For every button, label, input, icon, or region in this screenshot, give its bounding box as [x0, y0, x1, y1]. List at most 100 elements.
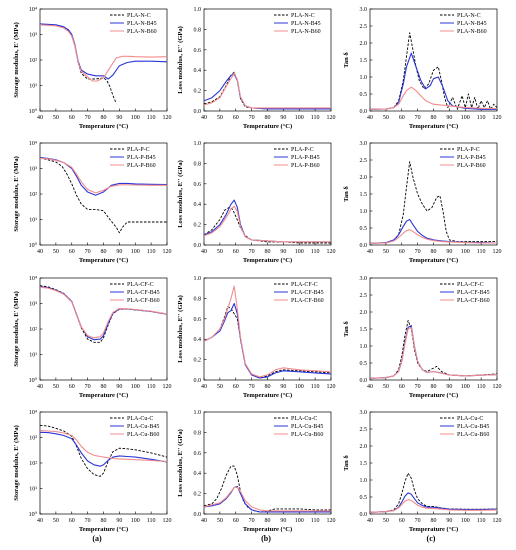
x-tick-label: 70 [415, 518, 421, 524]
x-axis-label: Temperature (°C) [243, 257, 292, 264]
x-tick-label: 100 [461, 384, 470, 390]
series-line-pla-cu-b45 [370, 492, 497, 513]
x-tick-label: 80 [101, 518, 107, 524]
x-tick-label: 90 [446, 518, 452, 524]
legend-label: PLA-Cu-B60 [291, 432, 323, 438]
y-tick-label: 10² [29, 327, 37, 333]
x-tick-label: 120 [327, 518, 336, 524]
x-tick-label: 100 [131, 115, 140, 121]
x-tick-label: 50 [53, 384, 59, 390]
y-tick-label: 1.0 [194, 7, 202, 13]
x-axis-label: Temperature (°C) [79, 123, 128, 130]
x-tick-label: 120 [163, 249, 172, 255]
y-tick-label: 2.5 [360, 427, 368, 433]
x-tick-label: 110 [311, 249, 320, 255]
y-tick-label: 0.5 [360, 361, 368, 367]
legend-label: PLA-Cu-B45 [127, 424, 159, 430]
legend-label: PLA-P-C [127, 147, 150, 153]
x-tick-label: 50 [383, 115, 389, 121]
y-tick-label: 0.2 [194, 358, 202, 364]
series-group [40, 424, 167, 477]
x-tick-label: 110 [477, 518, 486, 524]
series-group [370, 320, 497, 379]
legend-label: PLA-N-B60 [291, 29, 321, 35]
y-tick-label: 0.4 [194, 337, 202, 343]
x-tick-label: 80 [101, 115, 107, 121]
x-tick-label: 110 [477, 115, 486, 121]
y-tick-label: 10⁰ [29, 108, 38, 115]
series-group [204, 285, 331, 379]
y-tick-label: 0.0 [360, 378, 368, 384]
legend-label: PLA-CF-C [291, 282, 318, 288]
y-tick-label: 2.5 [360, 158, 368, 164]
x-tick-label: 70 [85, 249, 91, 255]
x-tick-label: 50 [53, 518, 59, 524]
y-tick-label: 10¹ [29, 487, 37, 493]
legend-label: PLA-CF-B45 [291, 290, 324, 296]
x-tick-label: 60 [233, 384, 239, 390]
panel-3-1: 40 50 60 70 80 90 100 110 120 10⁰ 10¹ 10² 10³ 10⁴ Temp… [13, 276, 172, 399]
legend-label: PLA-Cu-B60 [127, 432, 159, 438]
x-tick-label: 70 [415, 384, 421, 390]
y-tick-label: 0.8 [194, 296, 202, 302]
y-axis-label: Tan δ [343, 52, 350, 68]
y-axis-label: Tan δ [343, 321, 350, 337]
series-line-pla-cu-c [40, 424, 167, 477]
x-tick-label: 120 [327, 115, 336, 121]
legend-label: PLA-P-C [457, 147, 480, 153]
y-tick-label: 0.2 [194, 492, 202, 498]
y-tick-label: 0.0 [194, 109, 202, 115]
x-tick-label: 70 [415, 249, 421, 255]
x-tick-label: 50 [217, 384, 223, 390]
series-group [370, 161, 497, 244]
legend-label: PLA-Cu-C [127, 416, 153, 422]
y-axis-label: Loss modulus, E'' (GPa) [177, 429, 184, 497]
panel-1-3: 40 50 60 70 80 90 100 110 120 0.0 0.5 1.0 1.5 2.0 2.5 3… [343, 7, 502, 130]
x-tick-label: 120 [327, 384, 336, 390]
series-line-pla-p-c [40, 157, 167, 234]
series-group [370, 32, 497, 110]
legend: PLA-CF-C PLA-CF-B45 PLA-CF-B60 [440, 282, 490, 304]
x-tick-label: 90 [116, 249, 122, 255]
x-tick-label: 40 [367, 384, 373, 390]
x-tick-label: 80 [431, 115, 437, 121]
y-tick-label: 10² [29, 58, 37, 64]
x-tick-label: 60 [399, 384, 405, 390]
x-tick-label: 60 [69, 384, 75, 390]
x-tick-label: 80 [265, 249, 271, 255]
series-group [40, 156, 167, 234]
legend: PLA-P-C PLA-P-B45 PLA-P-B60 [440, 147, 486, 169]
series-line-pla-cf-b60 [370, 326, 497, 379]
x-tick-label: 70 [249, 384, 255, 390]
y-tick-label: 3.0 [360, 410, 368, 416]
x-tick-label: 40 [201, 518, 207, 524]
x-tick-label: 90 [280, 115, 286, 121]
x-axis-label: Temperature (°C) [79, 257, 128, 264]
panel-3-3: 40 50 60 70 80 90 100 110 120 0.0 0.5 1.0 1.5 2.0 2.5 3… [343, 276, 502, 399]
y-tick-label: 3.0 [360, 7, 368, 13]
legend-label: PLA-P-B45 [291, 155, 320, 161]
series-line-pla-p-c [370, 161, 497, 244]
x-tick-label: 110 [147, 518, 156, 524]
series-line-pla-p-b45 [370, 218, 497, 244]
y-tick-label: 0.4 [194, 202, 202, 208]
legend-label: PLA-N-B45 [457, 21, 487, 27]
x-tick-label: 90 [116, 384, 122, 390]
x-axis-label: Temperature (°C) [79, 526, 128, 533]
y-tick-label: 0.6 [194, 451, 202, 457]
panel-4-2: 40 50 60 70 80 90 100 110 120 0.0 0.2 0.4 0.6 0.8 1.0 T… [177, 410, 336, 533]
x-tick-label: 100 [295, 518, 304, 524]
y-tick-label: 2.5 [360, 24, 368, 30]
x-tick-label: 100 [131, 249, 140, 255]
legend: PLA-N-C PLA-N-B45 PLA-N-B60 [274, 13, 321, 35]
x-tick-label: 100 [131, 384, 140, 390]
x-tick-label: 90 [116, 518, 122, 524]
legend-label: PLA-P-B45 [457, 155, 486, 161]
legend-label: PLA-CF-B60 [457, 298, 490, 304]
series-line-pla-cu-c [204, 465, 331, 513]
x-tick-label: 60 [399, 249, 405, 255]
legend: PLA-Cu-C PLA-Cu-B45 PLA-Cu-B60 [440, 416, 489, 438]
x-tick-label: 40 [37, 384, 43, 390]
series-line-pla-cf-c [370, 320, 497, 379]
panel-2-2: 40 50 60 70 80 90 100 110 120 0.0 0.2 0.4 0.6 0.8 1.0 T… [177, 141, 336, 264]
